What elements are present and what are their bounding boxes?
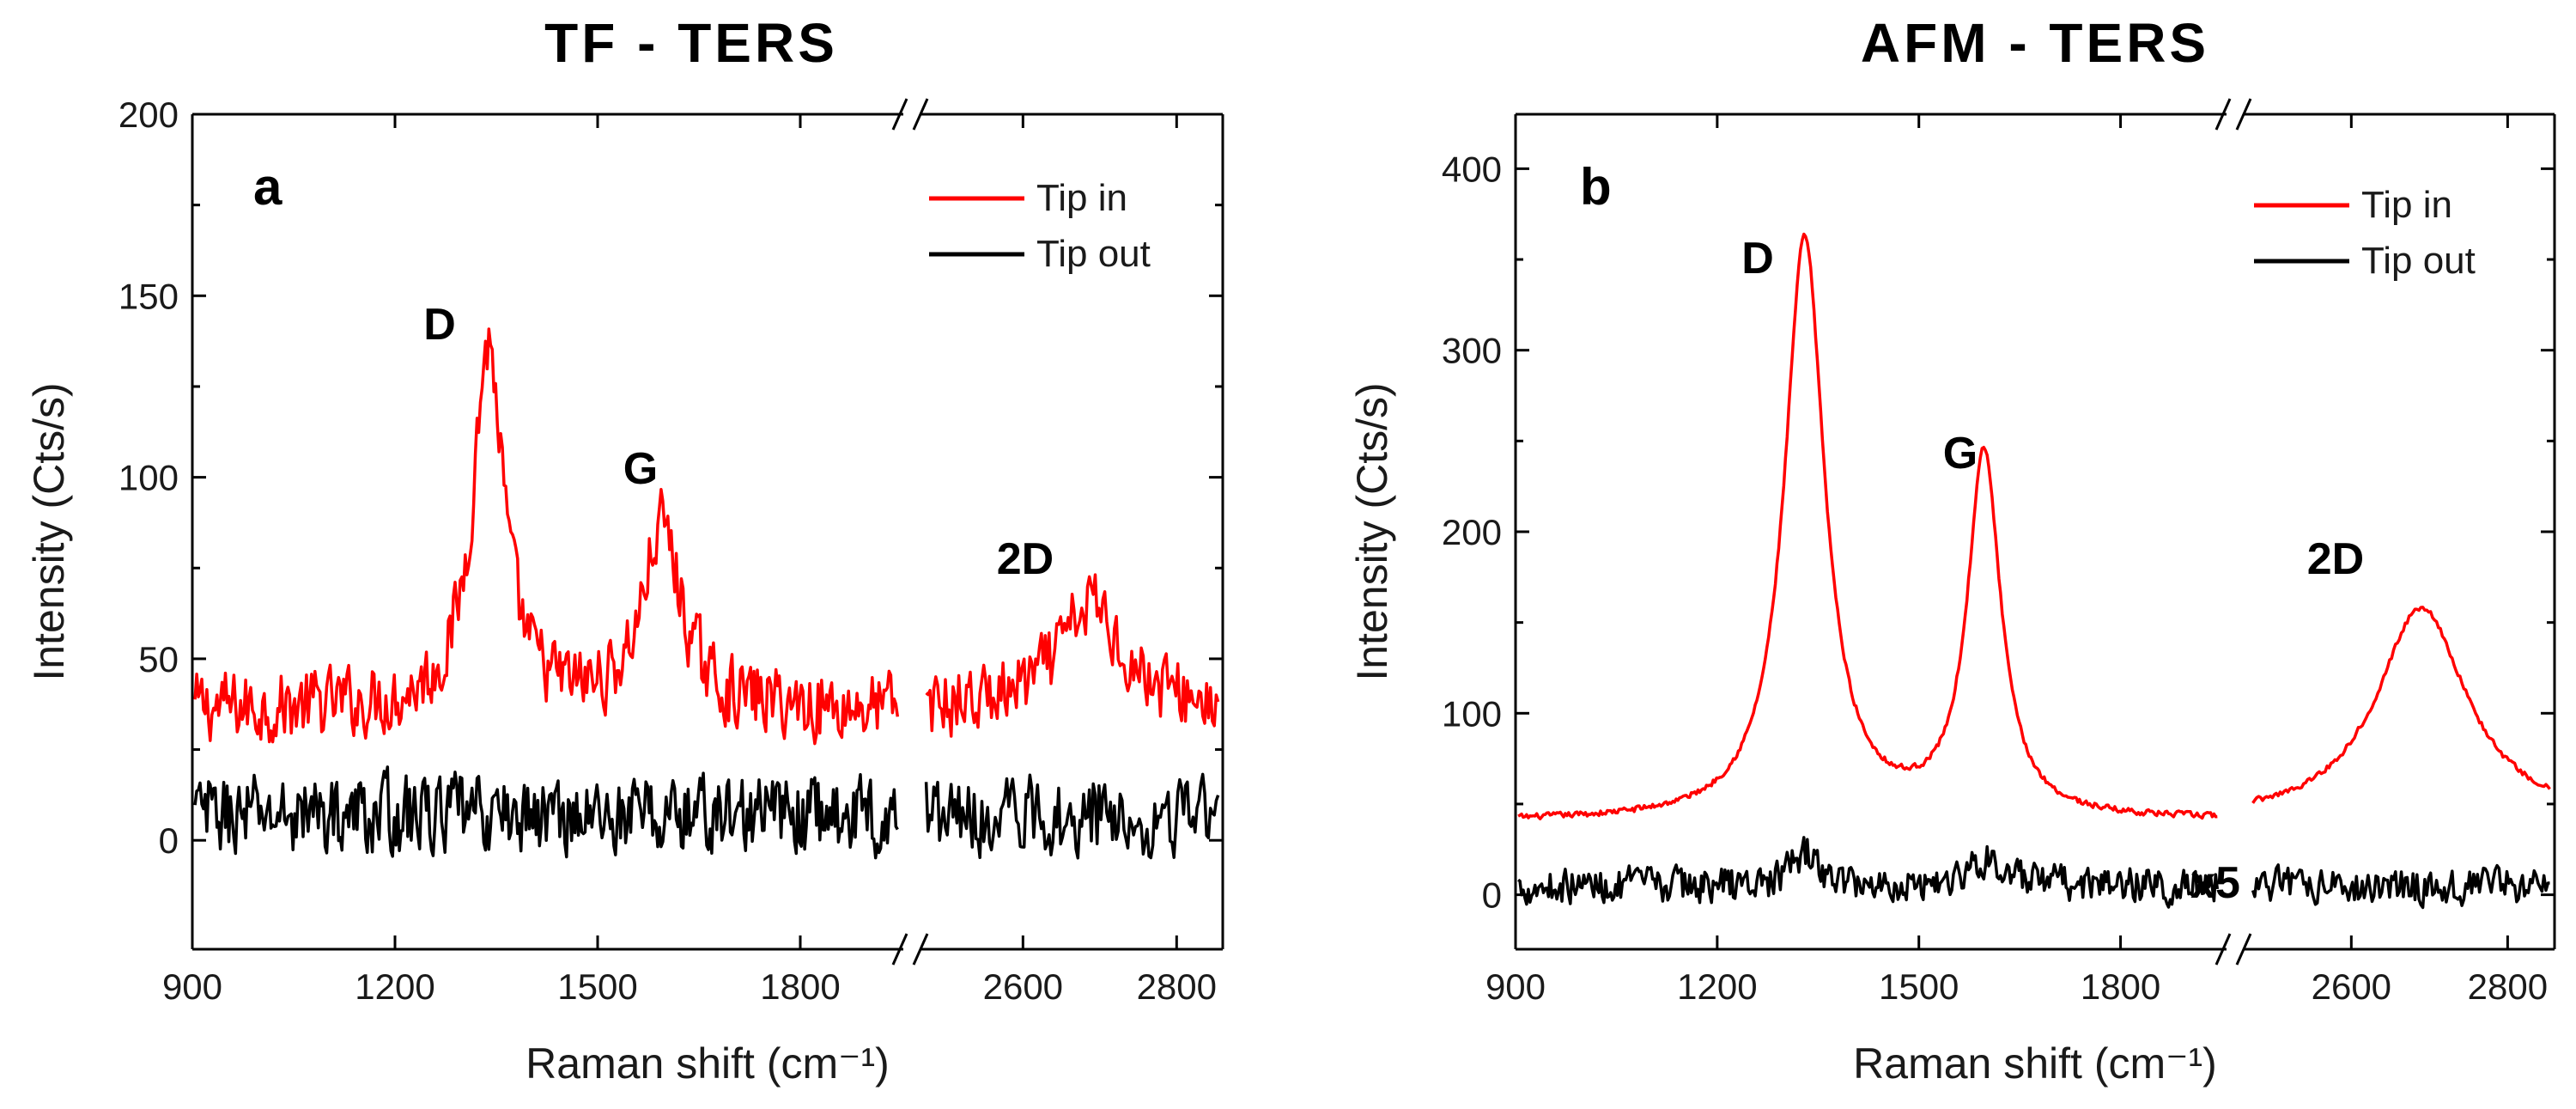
peak-label-G: G: [1943, 429, 1978, 478]
x-tick-label: 900: [162, 966, 222, 1007]
x-axis-label: Raman shift (cm⁻¹): [1853, 1039, 2217, 1088]
chart-title: AFM - TERS: [1861, 12, 2209, 74]
axis-break-mark: [891, 98, 929, 131]
chart-title: TF - TERS: [544, 12, 838, 74]
peak-label-2D: 2D: [997, 534, 1054, 584]
axis-break-stroke: [912, 933, 929, 966]
legend-label-tip-in: Tip in: [2361, 184, 2452, 226]
y-tick-label: 300: [1442, 331, 1502, 371]
plot-area: [1517, 232, 2551, 910]
y-tick-label: 0: [1482, 875, 1502, 916]
y-tick-label: 400: [1442, 149, 1502, 189]
axis-break-stroke: [2215, 933, 2232, 966]
x-tick-label: 900: [1485, 966, 1546, 1007]
axis-break-stroke: [891, 933, 908, 966]
y-tick-label: 50: [138, 639, 179, 679]
panel-b: AFM - TERS 400 300 200 100 0 900 1200 1500 1800 26…: [1348, 12, 2556, 1088]
peak-label-2D: 2D: [2307, 534, 2364, 584]
x-tick-label: 2800: [1137, 966, 1217, 1007]
y-tick-label: 0: [159, 820, 179, 861]
axis-break-mark: [2215, 933, 2252, 966]
legend: Tip in Tip out: [929, 177, 1151, 275]
series-line-tip-in: [1517, 232, 2218, 820]
y-tick-label: 100: [118, 458, 179, 498]
legend: Tip in Tip out: [2254, 184, 2476, 282]
peak-label-G: G: [623, 444, 658, 494]
x-axis-label: Raman shift (cm⁻¹): [526, 1039, 890, 1088]
panel-label: a: [253, 158, 283, 216]
y-tick-label: 150: [118, 276, 179, 316]
series-line-tip-out: [1517, 836, 2220, 909]
axis-break-stroke: [2215, 98, 2232, 131]
legend-label-tip-out: Tip out: [1036, 233, 1151, 275]
x-tick-label: 1500: [1879, 966, 1959, 1007]
axis-break-stroke: [912, 98, 929, 131]
plot-area: [193, 327, 1220, 860]
series-line-tip-out: [924, 772, 1220, 860]
peak-label-D: D: [423, 300, 456, 350]
panel-label: b: [1580, 158, 1612, 216]
series-line-tip-in: [2251, 606, 2551, 804]
series-line-tip-in: [925, 573, 1220, 738]
peak-label-D: D: [1741, 234, 1774, 283]
y-axis-label: Intensity (Cts/s): [1348, 382, 1396, 680]
x-tick-label: 2800: [2468, 966, 2548, 1007]
y-tick-label: 200: [1442, 512, 1502, 552]
axis-break-stroke: [2235, 933, 2252, 966]
plot-frame: [191, 113, 1224, 951]
series-line-tip-in: [193, 327, 900, 746]
legend-label-tip-out: Tip out: [2361, 240, 2476, 282]
y-tick-label: 200: [118, 94, 179, 135]
x-tick-label: 1200: [355, 966, 434, 1007]
x-tick-label: 2600: [983, 966, 1063, 1007]
x-tick-label: 1800: [2081, 966, 2160, 1007]
axis-break-mark: [2215, 98, 2252, 131]
x-tick-label: 1500: [557, 966, 637, 1007]
axis-break-stroke: [2235, 98, 2252, 131]
y-tick-label: 100: [1442, 693, 1502, 734]
panel-a: TF - TERS 200 150 100 50 0 900 1200 1500 1800 2600…: [25, 12, 1224, 1088]
series-line-tip-out: [2251, 863, 2550, 910]
legend-label-tip-in: Tip in: [1036, 177, 1127, 219]
series-line-tip-out: [193, 765, 899, 860]
x-tick-label: 1200: [1677, 966, 1757, 1007]
x-tick-label: 1800: [760, 966, 840, 1007]
x-tick-label: 2600: [2312, 966, 2391, 1007]
axis-break-stroke: [891, 98, 908, 131]
y-axis-label: Intensity (Cts/s): [25, 382, 73, 680]
axis-break-mark: [891, 933, 929, 966]
